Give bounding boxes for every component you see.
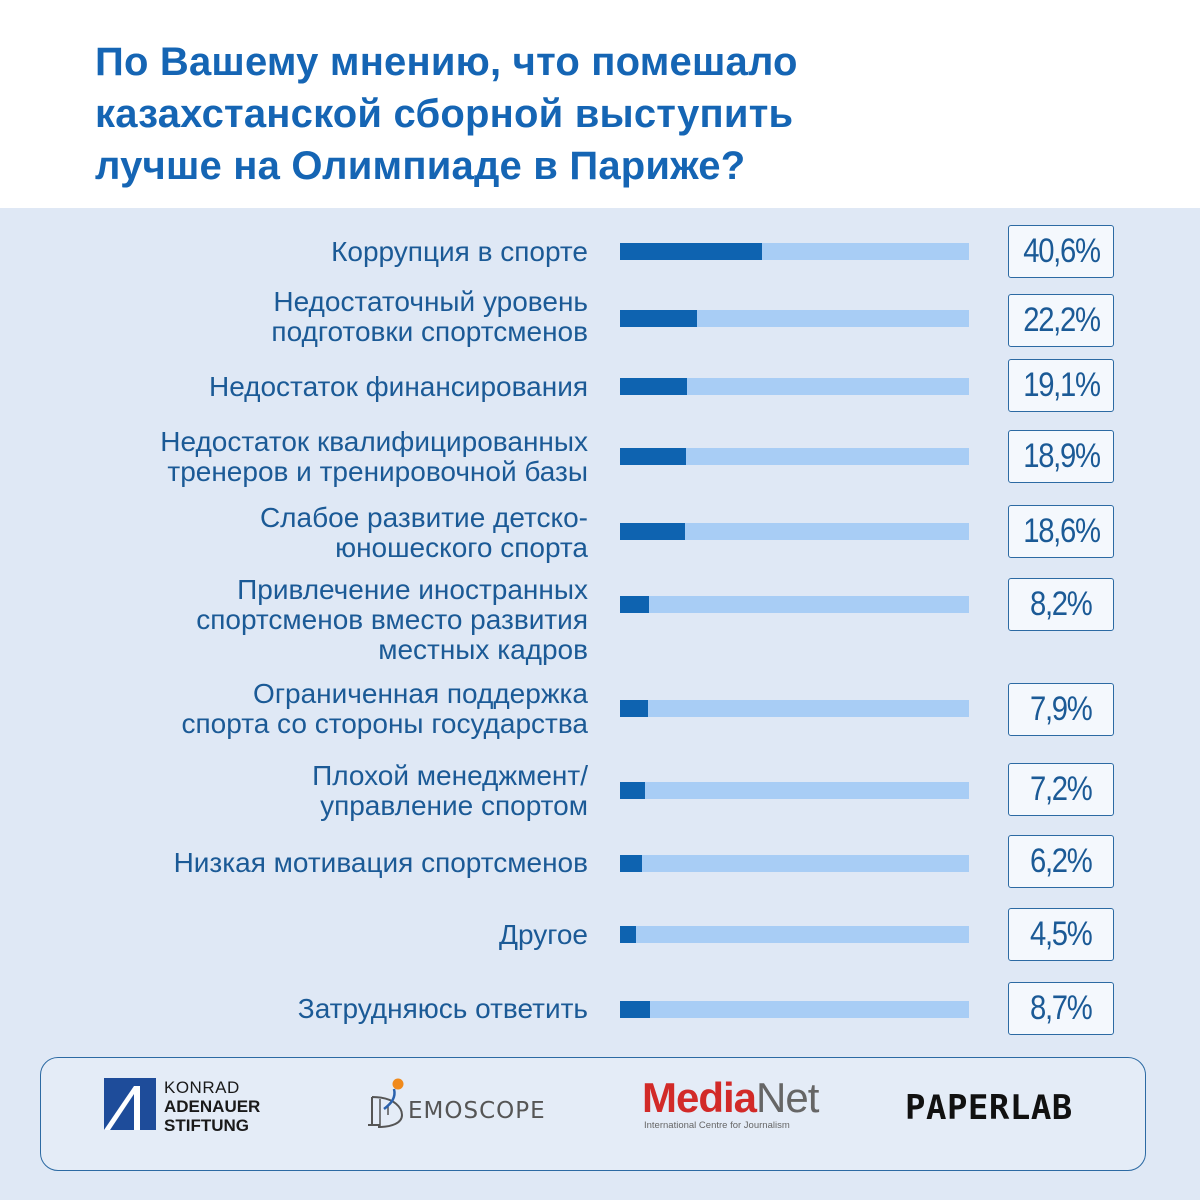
bar	[620, 1001, 650, 1018]
bar-track	[620, 448, 969, 465]
value-box: 6,2%	[1008, 835, 1114, 888]
value-label: 8,7%	[1030, 989, 1093, 1027]
bar	[620, 523, 685, 540]
bar-track	[620, 700, 969, 717]
category-label-line: Привлечение иностранных	[237, 574, 588, 605]
category-label: Недостаток финансирования	[209, 372, 588, 402]
bar	[620, 378, 687, 395]
category-label-line: подготовки спортсменов	[271, 316, 588, 347]
value-box: 18,9%	[1008, 430, 1114, 483]
category-label-line: спортсменов вместо развития	[196, 604, 588, 635]
title-line: По Вашему мнению, что помешало	[95, 40, 798, 84]
bar	[620, 926, 636, 943]
value-label: 18,6%	[1022, 512, 1101, 550]
title-line: лучше на Олимпиаде в Париже?	[95, 144, 746, 188]
value-box: 8,2%	[1008, 578, 1114, 631]
kas-line: ADENAUER	[164, 1097, 261, 1116]
value-box: 22,2%	[1008, 294, 1114, 347]
category-label: Недостаток квалифицированных тренеров и т…	[160, 427, 588, 487]
category-label-line: юношеского спорта	[335, 532, 588, 563]
bar	[620, 243, 762, 260]
demoscope-text: EMOSCOPE	[408, 1098, 546, 1124]
category-label: Коррупция в спорте	[331, 237, 588, 267]
category-label-line: Затрудняюсь ответить	[297, 993, 588, 1024]
bar	[620, 782, 645, 799]
bar-track	[620, 855, 969, 872]
value-label: 8,2%	[1030, 585, 1093, 623]
value-box: 7,9%	[1008, 683, 1114, 736]
bar	[620, 596, 649, 613]
chart-panel	[0, 208, 1200, 1200]
value-box: 4,5%	[1008, 908, 1114, 961]
category-label-line: спорта со стороны государства	[181, 708, 589, 739]
bar	[620, 855, 642, 872]
value-label: 7,9%	[1030, 690, 1093, 728]
bar-track	[620, 523, 969, 540]
value-box: 19,1%	[1008, 359, 1114, 412]
bar-track	[620, 926, 969, 943]
kas-logo: KONRAD ADENAUER STIFTUNG	[104, 1078, 284, 1135]
header: По Вашему мнению, что помешало казахстан…	[0, 0, 1200, 208]
logos-footer	[40, 1057, 1146, 1171]
bar	[620, 700, 648, 717]
bar-track	[620, 596, 969, 613]
paperlab-logo: PAPERLAB	[905, 1088, 1073, 1128]
medianet-net: Net	[756, 1074, 819, 1121]
medianet-subtitle: International Centre for Journalism	[644, 1120, 790, 1131]
category-label: Другое	[499, 920, 588, 950]
bar-track	[620, 782, 969, 799]
value-label: 18,9%	[1022, 437, 1101, 475]
value-box: 8,7%	[1008, 982, 1114, 1035]
category-label: Плохой менеджмент/управление спортом	[312, 761, 588, 821]
medianet-wordmark: MediaNet	[642, 1074, 819, 1122]
category-label-line: местных кадров	[378, 634, 588, 665]
category-label: Ограниченная поддержка спорта со стороны …	[182, 679, 589, 739]
category-label-line: тренеров и тренировочной базы	[167, 456, 588, 487]
category-label-line: Недостаток финансирования	[208, 371, 588, 402]
category-label-line: Ограниченная поддержка	[253, 678, 588, 709]
category-label: Слабое развитие детско-юношеского спорта	[260, 503, 588, 563]
category-label-line: Низкая мотивация спортсменов	[173, 847, 588, 878]
value-label: 6,2%	[1030, 842, 1093, 880]
kas-line: KONRAD	[164, 1078, 240, 1097]
bar-track	[620, 378, 969, 395]
category-label: Затрудняюсь ответить	[298, 994, 588, 1024]
value-label: 40,6%	[1022, 232, 1101, 270]
category-label-line: Недостаточный уровень	[273, 286, 588, 317]
title-line: казахстанской сборной выступить	[95, 92, 794, 136]
value-box: 40,6%	[1008, 225, 1114, 278]
category-label: Низкая мотивация спортсменов	[174, 848, 588, 878]
bar-track	[620, 243, 969, 260]
category-label-line: управление спортом	[320, 790, 588, 821]
medianet-media: Media	[642, 1074, 757, 1121]
bar	[620, 310, 697, 327]
demoscope-logo: EMOSCOPE	[366, 1075, 566, 1135]
value-box: 18,6%	[1008, 505, 1114, 558]
value-label: 7,2%	[1030, 770, 1093, 808]
value-label: 4,5%	[1030, 915, 1093, 953]
bar	[620, 448, 686, 465]
value-label: 22,2%	[1022, 301, 1101, 339]
kas-logo-text: KONRAD ADENAUER STIFTUNG	[164, 1078, 260, 1135]
medianet-logo: MediaNet International Centre for Journa…	[642, 1074, 832, 1136]
category-label-line: Недостаток квалифицированных	[160, 426, 588, 457]
kas-mark-icon	[104, 1078, 156, 1130]
value-label: 19,1%	[1022, 366, 1101, 404]
value-box: 7,2%	[1008, 763, 1114, 816]
bar-track	[620, 1001, 969, 1018]
chart-title: По Вашему мнению, что помешало казахстан…	[95, 36, 1095, 192]
category-label-line: Плохой менеджмент/	[312, 760, 588, 791]
category-label-line: Коррупция в спорте	[331, 236, 588, 267]
demoscope-mark-icon	[368, 1078, 404, 1128]
category-label: Привлечение иностранных спортсменов вмест…	[196, 575, 588, 665]
bar-track	[620, 310, 969, 327]
kas-line: STIFTUNG	[164, 1116, 249, 1135]
category-label: Недостаточный уровень подготовки спортсме…	[271, 287, 588, 347]
category-label-line: Другое	[499, 919, 588, 950]
category-label-line: Слабое развитие детско-	[259, 502, 588, 533]
